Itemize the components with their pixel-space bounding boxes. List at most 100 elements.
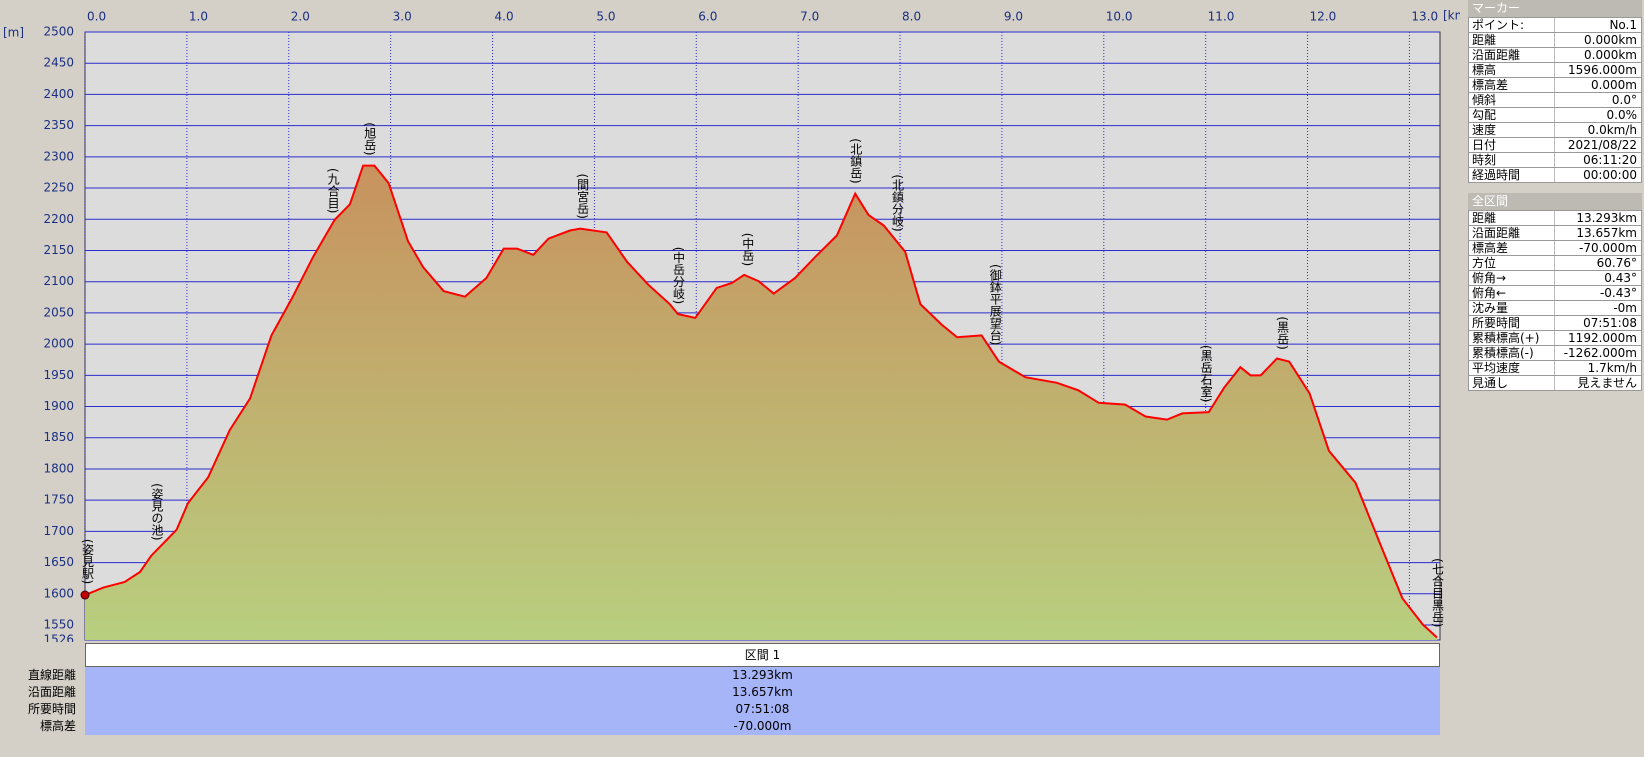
panel-row: 傾斜 0.0° xyxy=(1468,93,1642,108)
x-tick-label: 13.0 xyxy=(1411,10,1438,24)
x-tick-label: 9.0 xyxy=(1004,10,1023,24)
row-value: 0.43° xyxy=(1604,271,1637,285)
y-tick-label: 2400 xyxy=(43,87,74,101)
panel-row: 累積標高(+) 1192.000m xyxy=(1468,331,1642,346)
row-value: -70.000m xyxy=(1578,241,1637,255)
row-value: -0m xyxy=(1613,301,1637,315)
panel-row: 標高 1596.000m xyxy=(1468,63,1642,78)
panel-row: 日付 2021/08/22 xyxy=(1468,138,1642,153)
row-value: 1.7km/h xyxy=(1587,361,1637,375)
annotation: (北鎮岳) xyxy=(849,138,863,183)
annotation: (黒岳石室) xyxy=(1199,345,1213,402)
x-tick-label: 8.0 xyxy=(902,10,921,24)
row-value: -0.43° xyxy=(1599,286,1637,300)
row-value: 0.000m xyxy=(1590,78,1637,92)
y-tick-label: 2250 xyxy=(43,181,74,195)
y-tick-label: 1900 xyxy=(43,399,74,413)
annotation: (間宮岳) xyxy=(576,174,590,219)
row-label: 勾配 xyxy=(1469,108,1555,122)
panel-row: 標高差 -70.000m xyxy=(1468,241,1642,256)
section-header: 区間 1 xyxy=(85,643,1440,667)
panel-table: 距離 13.293km 沿面距離 13.657km 標高差 -70.000m 方位 60.76… xyxy=(1468,210,1642,391)
y-tick-label: 1600 xyxy=(43,586,74,600)
row-label: 沿面距離 xyxy=(1469,48,1555,62)
panel-row: 沿面距離 0.000km xyxy=(1468,48,1642,63)
annotation: (九合目) xyxy=(326,168,340,213)
annotation: (御鉢平展望台) xyxy=(988,264,1002,345)
row-value: 13.657km xyxy=(1576,226,1637,240)
x-tick-label: 11.0 xyxy=(1208,10,1235,24)
row-value: 06:11:20 xyxy=(1583,153,1637,167)
panel-row: 距離 0.000km xyxy=(1468,33,1642,48)
y-axis-label: [m] xyxy=(3,26,24,40)
annotation: (七合目黒岳) xyxy=(1430,558,1444,627)
row-value: 13.293km xyxy=(1576,211,1637,225)
x-tick-label: 5.0 xyxy=(596,10,615,24)
panel-row: 速度 0.0km/h xyxy=(1468,123,1642,138)
row-label: 経過時間 xyxy=(1469,168,1555,182)
x-tick-label: 0.0 xyxy=(87,10,106,24)
row-value: 0.0° xyxy=(1611,93,1637,107)
row-label: 沿面距離 xyxy=(1469,226,1555,240)
row-value: 07:51:08 xyxy=(1583,316,1637,330)
panel-row: 平均速度 1.7km/h xyxy=(1468,361,1642,376)
row-value: 00:00:00 xyxy=(1583,168,1637,182)
row-label: 累積標高(-) xyxy=(1469,346,1555,360)
row-label: 標高差 xyxy=(1469,78,1555,92)
y-tick-label: 1550 xyxy=(43,618,74,632)
x-tick-label: 7.0 xyxy=(800,10,819,24)
marker-panel: マーカー ポイント: No.1 距離 0.000km 沿面距離 0.000km 標高 1596.… xyxy=(1468,0,1642,183)
panel-row: 時刻 06:11:20 xyxy=(1468,153,1642,168)
annotation: (旭岳) xyxy=(363,122,377,155)
panel-row: 勾配 0.0% xyxy=(1468,108,1642,123)
panel-row: 所要時間 07:51:08 xyxy=(1468,316,1642,331)
row-value: 1596.000m xyxy=(1568,63,1637,77)
y-tick-label: 2500 xyxy=(43,25,74,39)
x-tick-label: 10.0 xyxy=(1106,10,1133,24)
y-tick-label: 1850 xyxy=(43,430,74,444)
row-label: 平均速度 xyxy=(1469,361,1555,375)
y-tick-label: 1700 xyxy=(43,524,74,538)
row-label: 沈み量 xyxy=(1469,301,1555,315)
section-label: 直線距離 xyxy=(27,668,76,682)
y-tick-label: 1800 xyxy=(43,461,74,475)
area-fill xyxy=(85,165,1437,641)
x-axis-label: [km] xyxy=(1443,9,1460,23)
panel-row: 距離 13.293km xyxy=(1468,211,1642,226)
row-label: 俯角← xyxy=(1469,286,1555,300)
annotation: (中岳) xyxy=(741,233,755,266)
y-tick-label: 1526 xyxy=(43,633,74,643)
row-label: 方位 xyxy=(1469,256,1555,270)
section-table: 区間 1 13.293km 13.657km 07:51:08 -70.000m xyxy=(85,643,1440,735)
row-label: 見通し xyxy=(1469,376,1555,390)
section-label: 所要時間 xyxy=(27,702,76,716)
row-value: 0.000km xyxy=(1584,33,1637,47)
y-tick-label: 2200 xyxy=(43,212,74,226)
row-label: 標高差 xyxy=(1469,241,1555,255)
row-value: 0.0km/h xyxy=(1587,123,1637,137)
panel-table: ポイント: No.1 距離 0.000km 沿面距離 0.000km 標高 1596.000m… xyxy=(1468,17,1642,183)
row-value: 0.0% xyxy=(1606,108,1638,122)
panel-row: 経過時間 00:00:00 xyxy=(1468,168,1642,183)
panel-title: マーカー xyxy=(1468,0,1642,17)
x-tick-label: 12.0 xyxy=(1310,10,1337,24)
row-value: No.1 xyxy=(1609,18,1637,32)
x-tick-label: 3.0 xyxy=(393,10,412,24)
annotation: (中岳分岐) xyxy=(671,247,685,304)
y-tick-label: 1950 xyxy=(43,368,74,382)
row-label: 距離 xyxy=(1469,211,1555,225)
row-label: 距離 xyxy=(1469,33,1555,47)
profile-line xyxy=(84,164,1438,639)
section-value: -70.000m xyxy=(85,718,1440,735)
panel-row: 標高差 0.000m xyxy=(1468,78,1642,93)
row-label: ポイント: xyxy=(1469,18,1555,32)
row-label: 俯角→ xyxy=(1469,271,1555,285)
row-label: 所要時間 xyxy=(1469,316,1555,330)
section-label: 沿面距離 xyxy=(27,685,76,699)
x-tick-label: 1.0 xyxy=(189,10,208,24)
y-tick-label: 2350 xyxy=(43,118,74,132)
y-tick-label: 2150 xyxy=(43,243,74,257)
row-value: -1262.000m xyxy=(1563,346,1637,360)
